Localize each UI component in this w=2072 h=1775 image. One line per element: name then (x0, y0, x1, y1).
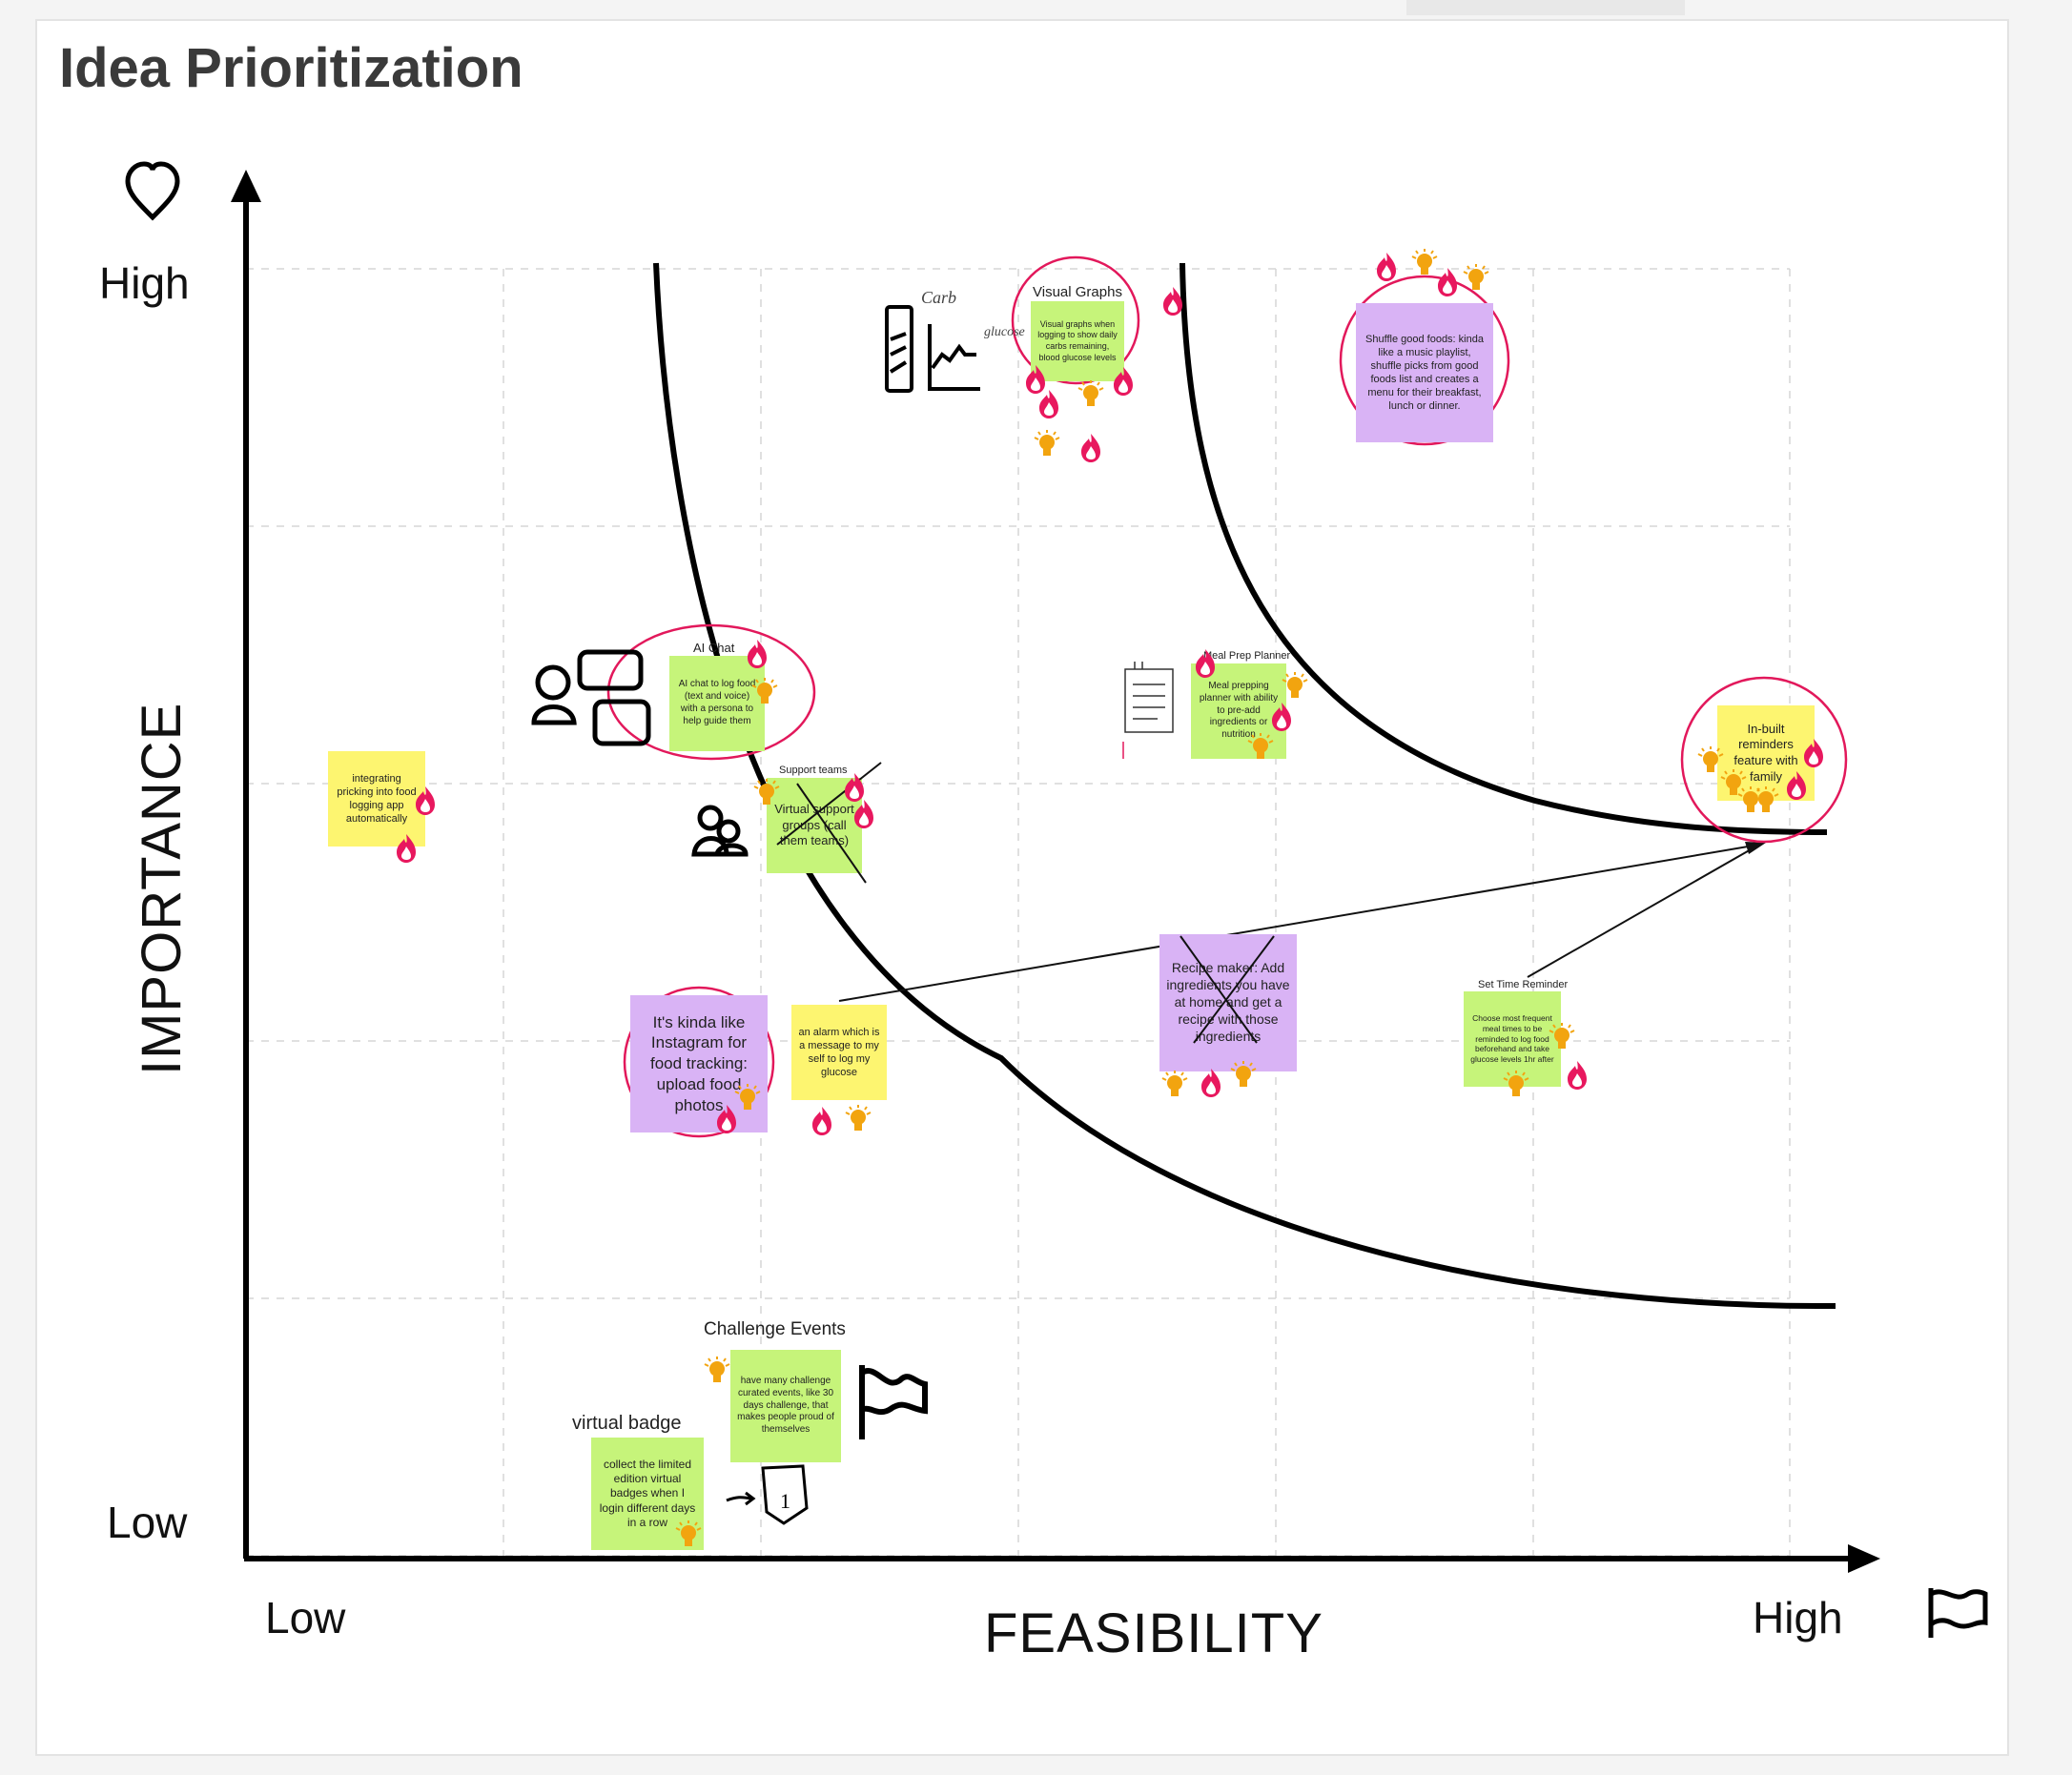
note-shuffle-good-foods[interactable]: Shuffle good foods: kinda like a music p… (1356, 303, 1493, 442)
badge-number: 1 (780, 1489, 790, 1513)
note-alarm-message[interactable]: an alarm which is a message to my self t… (791, 1005, 887, 1100)
challenge-flag-sketch (859, 1365, 928, 1439)
note-challenge-events[interactable]: have many challenge curated events, like… (730, 1350, 841, 1462)
vote-stickers-bulb (675, 248, 1779, 1547)
x-axis-title: FEASIBILITY (984, 1602, 1323, 1664)
chat-sketch (531, 649, 651, 746)
x-high-label: High (1753, 1593, 1843, 1642)
note-title-support-teams: Support teams (779, 765, 848, 776)
cross-out-recipe-maker (1180, 935, 1275, 1044)
board-title: Idea Prioritization (59, 37, 523, 99)
axes (243, 191, 1855, 1561)
note-ai-chat[interactable]: AI chat to log food (text and voice) wit… (669, 656, 765, 751)
priority-curves (653, 262, 1836, 1310)
flag-icon (1928, 1588, 1988, 1638)
arrowhead-reminders (1745, 842, 1766, 854)
note-set-time-reminder[interactable]: Choose most frequent meal times to be re… (1464, 991, 1561, 1087)
badge-sketch (726, 1464, 809, 1525)
y-axis-arrowhead (231, 170, 261, 202)
note-title-challenge-events: Challenge Events (704, 1319, 846, 1339)
carb-scribble: Carb (921, 288, 956, 307)
graph-sketch (885, 305, 980, 393)
highlight-circles (606, 255, 1848, 1138)
x-axis-arrowhead (1848, 1544, 1880, 1573)
note-title-set-time-reminder: Set Time Reminder (1478, 979, 1569, 990)
note-visual-graphs[interactable]: Visual graphs when logging to show daily… (1031, 301, 1124, 381)
y-high-label: High (99, 258, 190, 308)
arrows (838, 844, 1760, 1002)
note-title-ai-chat: AI Chat (693, 641, 735, 655)
glucose-scribble: glucose (984, 325, 1025, 339)
cross-out-support-teams (776, 762, 882, 884)
note-virtual-support-groups[interactable]: Virtual support groups (call them teams) (767, 778, 862, 873)
note-title-visual-graphs: Visual Graphs (1033, 284, 1122, 300)
toolbar-tab[interactable] (1406, 0, 1685, 15)
y-low-label: Low (107, 1498, 188, 1547)
note-integrating-pricking[interactable]: integrating pricking into food logging a… (328, 751, 425, 847)
x-low-label: Low (265, 1593, 346, 1642)
note-title-virtual-badge: virtual badge (572, 1413, 682, 1434)
frame (35, 19, 2009, 1756)
people-sketch (691, 805, 749, 857)
notepad-sketch (1122, 662, 1174, 759)
heart-icon (125, 161, 180, 221)
vote-stickers-fire (397, 253, 1823, 1135)
note-title-meal-prep: Meal Prep Planner (1203, 650, 1291, 662)
